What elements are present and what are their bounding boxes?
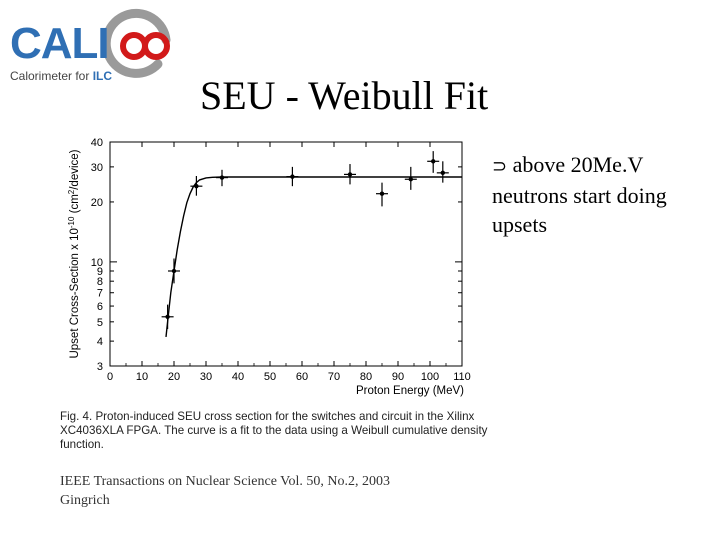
seu-cross-section-chart: 0 10 20 30 40 50 60 70 80 90 100 110345678910203040…: [67, 137, 471, 397]
y-axis-label: Upset Cross-Section x 10-10 (cm2/device): [67, 149, 81, 358]
data-point: [431, 159, 436, 164]
data-point: [165, 314, 170, 319]
calice-logo: CALI Calorimeter for ILC: [10, 8, 171, 83]
y-tick-label: 30: [91, 162, 103, 174]
data-point: [440, 170, 445, 176]
y-tick-label: 8: [97, 276, 103, 288]
logo-letters-cali: CALI: [10, 19, 109, 68]
x-tick-label: 20: [168, 371, 180, 383]
data-point: [194, 183, 199, 189]
y-axis-label-superscript: -10: [67, 216, 76, 228]
y-tick-label: 40: [91, 137, 103, 149]
weibull-fit-curve: [165, 176, 462, 337]
logo-swoosh: [101, 8, 171, 78]
y-tick-label: 9: [97, 266, 103, 278]
figure-caption: Fig. 4. Proton-induced SEU cross section…: [60, 410, 490, 452]
logo-subtitle-highlight: ILC: [93, 69, 113, 83]
y-axis-label-part: Upset Cross-Section x 10: [69, 228, 81, 358]
x-tick-label: 0: [107, 371, 113, 383]
x-tick-label: 70: [328, 371, 340, 383]
x-tick-label: 30: [200, 371, 212, 383]
x-tick-label: 40: [232, 371, 244, 383]
figure-caption-text: Proton-induced SEU cross section for the…: [60, 410, 488, 451]
logo-ring-1: [120, 32, 148, 60]
x-tick-label: 80: [360, 371, 372, 383]
y-axis-label-part: (cm: [69, 194, 81, 216]
x-tick-label: 60: [296, 371, 308, 383]
x-tick-label: 110: [453, 371, 471, 383]
data-point: [219, 175, 225, 180]
x-tick-label: 100: [421, 371, 439, 383]
figure-label: Fig. 4.: [60, 410, 93, 423]
superset-icon: ⊃: [492, 156, 508, 177]
y-tick-label: 20: [91, 197, 103, 209]
data-point: [408, 177, 413, 182]
bullet-point: ⊃ above 20Me.V neutrons start doing upse…: [492, 150, 712, 239]
logo-subtitle-prefix: Calorimeter for: [10, 69, 93, 83]
x-axis-label: Proton Energy (MeV): [356, 385, 464, 397]
y-tick-label: 4: [97, 336, 103, 348]
data-point: [379, 191, 385, 196]
logo-ring-2: [142, 32, 170, 60]
y-tick-label: 10: [91, 257, 103, 269]
data-point: [347, 172, 353, 177]
bullet-text: above 20Me.V neutrons start doing upsets: [492, 152, 667, 237]
data-point: [290, 174, 295, 179]
citation-journal: IEEE Transactions on Nuclear Science Vol…: [60, 474, 390, 489]
y-tick-label: 5: [97, 317, 103, 329]
x-tick-label: 10: [136, 371, 148, 383]
data-point: [171, 268, 177, 274]
logo-subtitle: Calorimeter for ILC: [10, 69, 112, 83]
citation: IEEE Transactions on Nuclear Science Vol…: [60, 472, 490, 510]
y-tick-label: 7: [97, 288, 103, 300]
x-tick-label: 90: [392, 371, 404, 383]
citation-author: Gingrich: [60, 493, 110, 508]
x-tick-label: 50: [264, 371, 276, 383]
slide-title: SEU - Weibull Fit: [200, 73, 489, 118]
y-tick-label: 6: [97, 301, 103, 313]
y-axis-label-superscript: 2: [67, 189, 76, 194]
y-axis-label-part: /device): [69, 149, 81, 189]
plot-frame: [109, 141, 463, 367]
y-tick-label: 3: [97, 361, 103, 373]
